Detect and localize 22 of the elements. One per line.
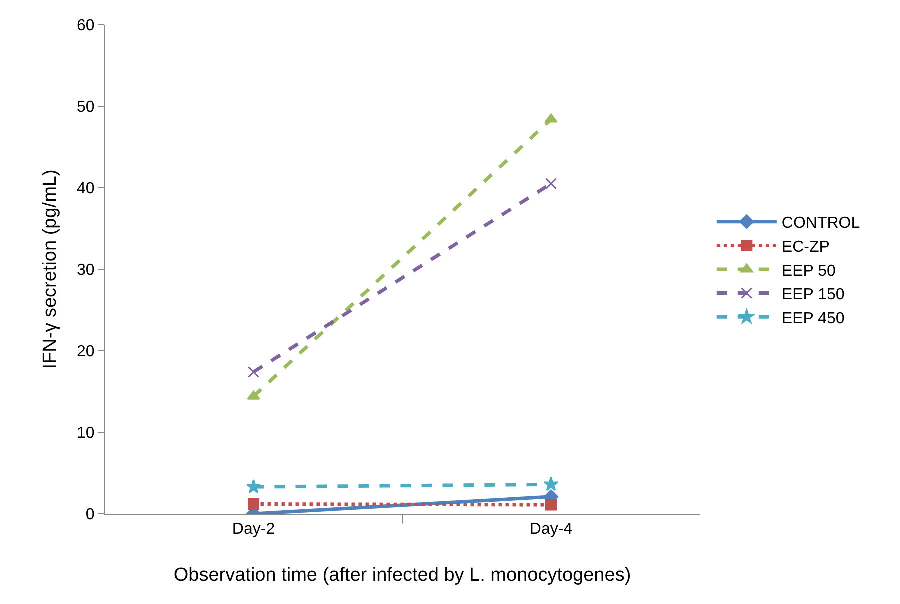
legend-label: EC-ZP (782, 238, 830, 256)
y-tick-label: 40 (77, 180, 95, 198)
point (546, 499, 557, 511)
y-tick-label: 20 (77, 344, 95, 361)
x-tick-label: Day-2 (232, 521, 276, 538)
x-axis-title: Observation time (after infected by L. monocytogenes) (174, 565, 632, 586)
y-tick-label: 30 (77, 262, 95, 280)
y-tick-label: 0 (86, 506, 95, 524)
y-tick-label: 50 (77, 99, 95, 116)
legend-label: CONTROL (782, 215, 860, 232)
point (246, 479, 262, 494)
point (248, 366, 260, 378)
point (248, 498, 260, 510)
legend-label: EEP 150 (782, 286, 845, 304)
y-tick-label: 60 (77, 18, 95, 35)
y-axis-title: IFN-γ secretion (pg/mL) (40, 170, 61, 370)
legend-label: EEP 450 (782, 310, 845, 328)
y-tick-label: 10 (77, 425, 95, 442)
legend-label: EEP 50 (782, 262, 836, 280)
x-tick-label: Day-4 (530, 521, 573, 538)
point (546, 178, 557, 190)
point (544, 476, 559, 492)
